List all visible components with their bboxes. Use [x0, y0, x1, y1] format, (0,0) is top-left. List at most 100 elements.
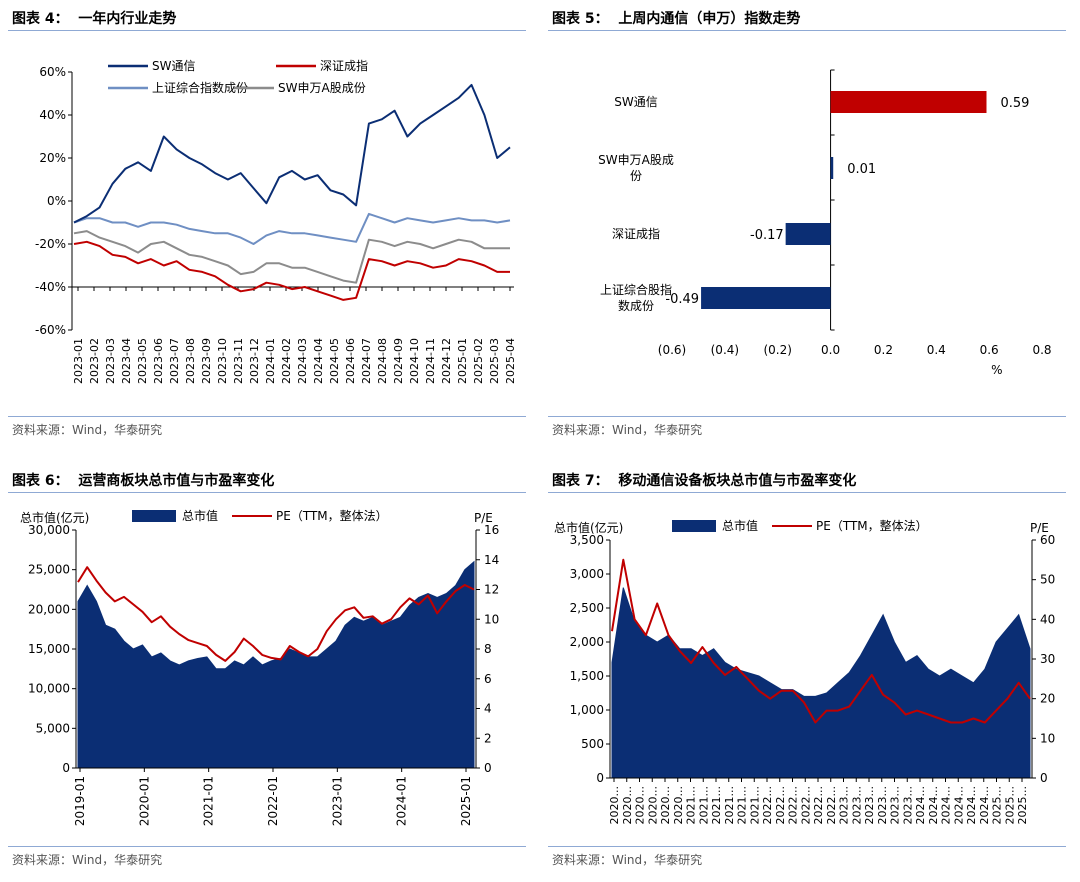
- y-left-tick-label: 30,000: [28, 523, 70, 537]
- y-left-tick-label: 0: [62, 761, 70, 775]
- x-tick-label: 2023-05: [136, 338, 149, 384]
- x-tick-label: 0.0: [821, 343, 840, 357]
- x-tick-label: 2021-01: [202, 776, 216, 826]
- y-left-tick-label: 1,500: [570, 669, 604, 683]
- source-rule: [8, 416, 526, 417]
- y-right-tick-label: 20: [1040, 692, 1055, 706]
- y-left-tick-label: 15,000: [28, 642, 70, 656]
- x-tick-label: 2024-11: [424, 338, 437, 384]
- x-tick-label: 2024...: [965, 786, 978, 824]
- x-tick-label: 2021...: [723, 786, 736, 824]
- x-tick-label: 2023-02: [88, 338, 101, 384]
- y-left-tick-label: 3,500: [570, 533, 604, 547]
- bar-value-label: 0.59: [1001, 96, 1030, 111]
- bar-value-label: -0.17: [750, 228, 784, 243]
- chart-title: 图表 6： 运营商板块总市值与市盈率变化: [12, 473, 275, 489]
- y-right-tick-label: 10: [1040, 731, 1055, 745]
- y-right-tick-label: 8: [484, 642, 492, 656]
- legend-swatch-area: [132, 510, 176, 522]
- series-line-1: [73, 240, 510, 301]
- y-right-tick-label: 2: [484, 731, 492, 745]
- series-line-2: [73, 212, 511, 245]
- x-tick-label: 2023-01: [72, 338, 85, 384]
- source-rule: [8, 846, 526, 847]
- x-tick-label: 2020...: [659, 786, 672, 824]
- x-tick-label: 2023-10: [216, 338, 229, 384]
- x-tick-label: 2024-03: [296, 338, 309, 384]
- y-left-tick-label: 5,000: [36, 721, 70, 735]
- y-right-tick-label: 0: [1040, 771, 1048, 785]
- x-axis-label: %: [991, 363, 1002, 377]
- legend-label: SW通信: [152, 59, 195, 73]
- x-tick-label: 2024-10: [408, 338, 421, 384]
- y-right-tick-label: 14: [484, 553, 499, 567]
- category-label: 深证成指: [612, 226, 660, 241]
- x-tick-label: 2023...: [838, 786, 851, 824]
- y-right-tick-label: 60: [1040, 533, 1055, 547]
- x-tick-label: 2023...: [901, 786, 914, 824]
- x-tick-label: 2023...: [889, 786, 902, 824]
- x-tick-label: 2022-01: [266, 776, 280, 826]
- x-tick-label: 2022...: [761, 786, 774, 824]
- market-cap-area: [77, 560, 475, 769]
- y-left-tick-label: 2,000: [570, 635, 604, 649]
- x-tick-label: 2023-09: [200, 338, 213, 384]
- x-tick-label: 2023-12: [248, 338, 261, 384]
- chart-panel-weekly-index: 图表 5： 上周内通信（申万）指数走势 (0.6) (0.4) (0.2) 0.0 0.…: [548, 0, 1068, 437]
- series-line-0: [73, 83, 511, 224]
- x-tick-label: 2025-03: [488, 338, 501, 384]
- x-tick-label: 2020-01: [137, 776, 151, 826]
- right-axis-title: P/E: [474, 511, 493, 525]
- x-tick-label: 2023-11: [232, 338, 245, 384]
- y-left-tick-label: 3,000: [570, 567, 604, 581]
- y-right-tick-label: 50: [1040, 573, 1055, 587]
- x-tick-label: 2024-07: [360, 338, 373, 384]
- x-tick-label: 0.4: [927, 343, 946, 357]
- x-tick-label: 2023-06: [152, 338, 165, 384]
- x-tick-label: 2025-01: [456, 338, 469, 384]
- legend-swatch-area: [672, 520, 716, 532]
- x-tick-label: 2022...: [799, 786, 812, 824]
- x-tick-label: 2025-01: [459, 776, 473, 826]
- x-tick-label: 2021...: [697, 786, 710, 824]
- x-tick-label: 0.2: [874, 343, 893, 357]
- x-tick-label: 2024...: [914, 786, 927, 824]
- pe-line: [77, 566, 475, 662]
- chart-title: 图表 5： 上周内通信（申万）指数走势: [552, 11, 801, 27]
- x-tick-label: 2023-07: [168, 338, 181, 384]
- x-tick-label: 2024...: [927, 786, 940, 824]
- x-tick-label: 2024...: [940, 786, 953, 824]
- pe-line: [611, 558, 1031, 724]
- bar-0: [830, 91, 987, 113]
- market-cap-area: [611, 587, 1031, 779]
- x-tick-label: 2021...: [710, 786, 723, 824]
- x-tick-label: 0.6: [980, 343, 999, 357]
- legend-label: 总市值: [722, 518, 758, 533]
- legend-label: SW申万A股成份: [278, 81, 366, 95]
- x-tick-label: 2025...: [1016, 786, 1029, 824]
- right-axis-title: P/E: [1030, 521, 1049, 535]
- category-label: SW通信: [614, 95, 657, 109]
- series-line-3: [73, 230, 510, 284]
- x-tick-label: (0.2): [763, 343, 791, 357]
- x-tick-label: 2023-08: [184, 338, 197, 384]
- x-tick-label: 2023...: [863, 786, 876, 824]
- source-rule: [548, 416, 1066, 417]
- x-tick-label: 2024-08: [376, 338, 389, 384]
- x-tick-label: 2020...: [608, 786, 621, 824]
- y-tick-label: 40%: [39, 108, 66, 122]
- y-tick-label: 20%: [39, 151, 66, 165]
- chart-panel-equipment: 图表 7： 移动通信设备板块总市值与市盈率变化 总市值(亿元) P/E 总市值 PE（…: [548, 462, 1068, 882]
- bar-chart: (0.6) (0.4) (0.2) 0.0 0.2 0.4 0.6 0.8% 0.59 SW通信 0…: [598, 69, 1052, 377]
- bar-2: [785, 223, 831, 245]
- x-tick-label: 0.8: [1032, 343, 1051, 357]
- y-left-tick-label: 0: [596, 771, 604, 785]
- y-left-tick-label: 500: [581, 737, 604, 751]
- source-note: 资料来源：Wind，华泰研究: [552, 853, 703, 867]
- x-tick-label: 2024-09: [392, 338, 405, 384]
- y-left-tick-label: 1,000: [570, 703, 604, 717]
- x-tick-label: 2023...: [876, 786, 889, 824]
- title-rule: [8, 492, 526, 493]
- y-right-tick-label: 16: [484, 523, 499, 537]
- x-tick-label: 2020...: [672, 786, 685, 824]
